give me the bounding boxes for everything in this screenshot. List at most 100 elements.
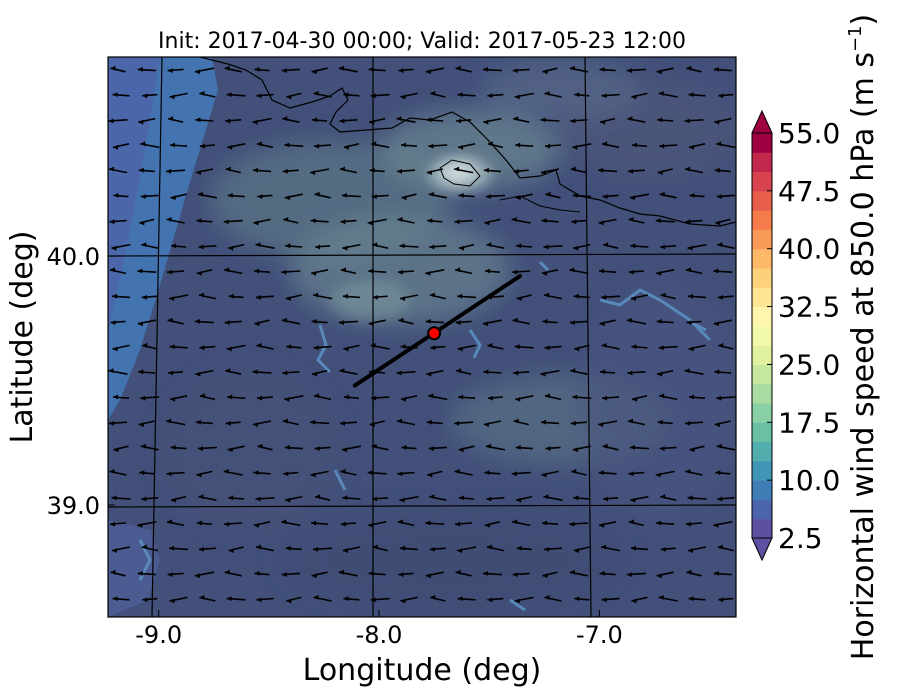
wind-arrow-head [544,292,549,298]
wind-arrow-head [396,116,402,121]
wind-arrow-head [284,195,290,201]
wind-arrow-head [544,547,549,552]
wind-arrow-head [657,170,663,176]
wind-arrow-head [716,194,722,200]
wind-arrow-head [228,245,234,251]
wind-arrow-head [569,267,575,273]
wind-arrow-head [113,447,119,453]
wind-arrow-head [226,596,232,601]
wind-arrow-head [658,91,664,96]
wind-arrow-head [487,597,493,603]
wind-arrow-head [339,166,345,172]
wind-arrow-head [285,545,291,551]
meridian-7 [584,57,592,617]
wind-arrow-head [570,368,576,373]
wind-arrow-head [603,242,609,248]
y-tick-label: 40.0 [47,243,100,271]
wind-arrow-head [338,320,344,325]
wind-arrow-head [599,523,605,528]
wind-arrow-head [457,596,463,601]
wind-arrow-head [482,571,488,576]
meridian-9 [151,57,163,617]
wind-arrow-head [656,271,662,276]
wind-arrow-head [199,393,205,399]
wind-arrow-head [455,65,461,71]
wind-arrow-head [199,595,205,600]
wind-arrow-head [511,217,517,222]
wind-arrow-head [541,170,546,176]
wind-arrow-head [684,118,690,124]
wind-arrow-head [108,368,114,373]
wind-arrow-head [282,418,288,424]
wind-arrow-head [227,394,233,400]
wind-arrow-head [372,242,378,248]
colorbar-label-end: ) [846,14,881,26]
wind-arrow-head [398,68,404,73]
colorbar-band [752,210,772,230]
wind-arrow-head [486,544,492,550]
wind-arrow-head [516,545,522,551]
wind-arrow-head [656,319,662,324]
colorbar-max-extension [751,109,773,134]
wind-arrow-head [137,67,143,72]
y-axis-label: Latitude (deg) [5,231,40,444]
wind-arrow-head [343,145,349,150]
wind-arrow-head [572,193,578,198]
wind-arrow-head [286,344,292,349]
wind-arrow-head [228,495,234,501]
wind-arrow-head [338,65,344,71]
wind-arrow-head [111,495,117,501]
wind-arrow-head [342,245,348,251]
wind-arrow-head [426,419,432,425]
wind-arrow-head [425,319,431,324]
wind-arrow-head [628,269,634,275]
colorbar-band [752,190,772,211]
wind-arrow-head [659,393,665,399]
wind-arrow-head [112,596,118,601]
wind-arrow-head [459,245,465,251]
wind-arrow-head [426,117,432,123]
wind-arrow-head [717,295,723,300]
wind-arrow-head [656,520,662,526]
wind-arrow-head [284,445,290,450]
wind-arrow-head [342,548,348,553]
wind-arrow-head [113,145,118,150]
colorbar-band [752,152,772,173]
wind-arrow-head [311,520,317,526]
wind-arrow-head [628,519,634,525]
wind-arrow-head [112,293,117,299]
wind-arrow-head [228,293,234,299]
wind-arrow-head [687,495,693,501]
wind-arrow-head [718,597,724,603]
wind-arrow-head [484,268,490,274]
wind-arrow-head [543,244,549,250]
wind-arrow-head [401,195,407,201]
wind-arrow-head [689,394,694,400]
wind-arrow-head [342,293,348,299]
colorbar-tick-label: 17.5 [778,406,840,439]
wind-arrow-head [198,494,204,499]
wind-arrow-head [542,520,547,526]
wind-arrow-head [571,219,577,225]
wind-arrow-head [570,118,576,124]
wind-arrow-head [167,68,173,73]
wind-arrow-head [629,195,635,201]
wind-arrow-head [227,447,233,453]
wind-arrow-head [367,470,373,475]
wind-arrow-head [713,523,719,528]
wind-arrow-head [113,394,118,400]
colorbar-tick-label: 2.5 [778,522,823,555]
wind-arrow-head [339,118,345,124]
wind-arrow-head [286,94,292,100]
colorbar-tick-label: 40.0 [778,233,840,266]
wind-arrow-head [427,218,433,224]
wind-arrow-head [599,67,605,72]
colorbar-band [752,248,772,269]
colorbar-band [752,422,772,443]
wind-arrow-head [631,94,637,100]
wind-arrow-head [570,421,576,426]
wind-arrow-head [512,68,518,73]
wind-arrow-head [429,292,435,298]
wind-arrow-head [425,69,431,75]
wind-arrow-head [718,343,724,348]
